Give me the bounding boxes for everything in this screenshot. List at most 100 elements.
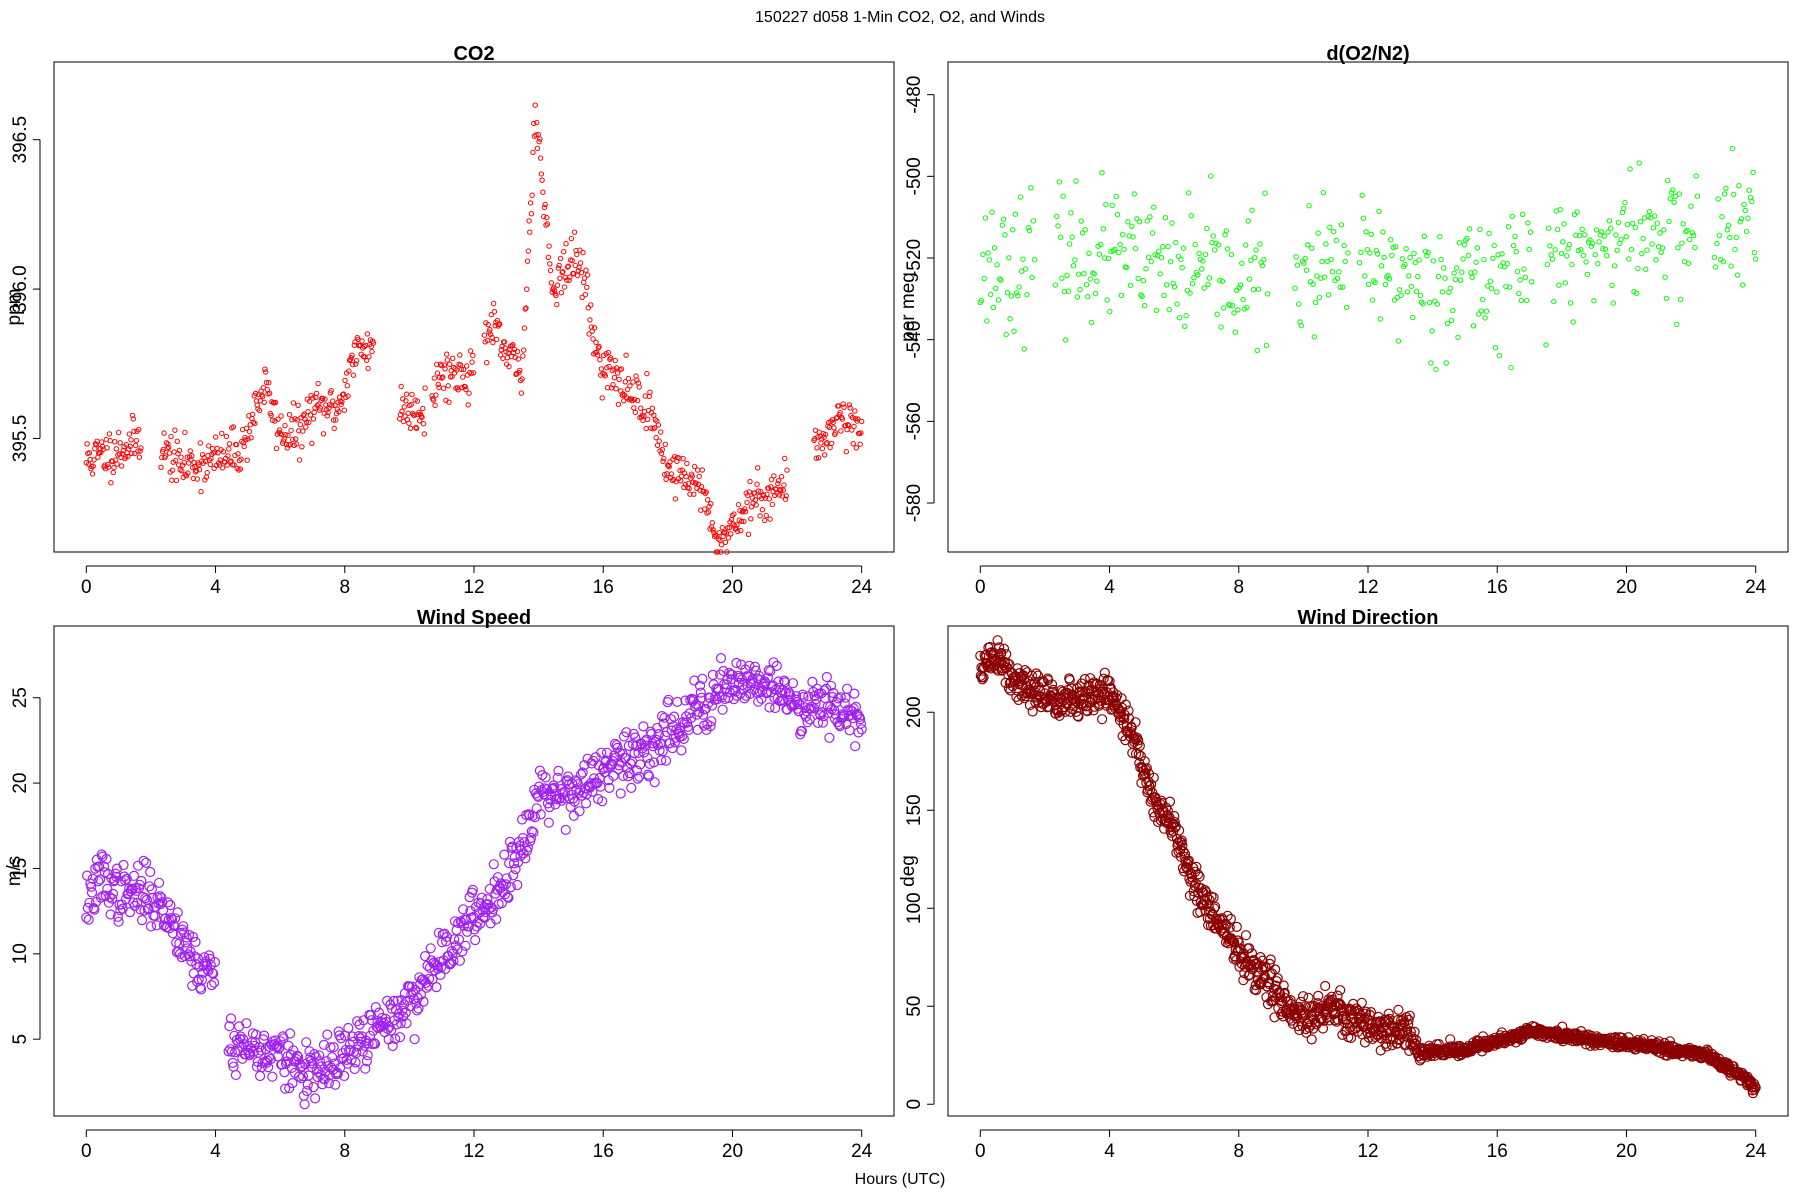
o2-point bbox=[1160, 244, 1166, 250]
o2-point bbox=[1596, 239, 1602, 245]
o2-point bbox=[1424, 253, 1430, 259]
co2-point bbox=[246, 428, 253, 435]
o2-point bbox=[1580, 252, 1587, 259]
o2-point bbox=[1611, 263, 1618, 269]
wind_direction-point bbox=[1120, 699, 1131, 710]
o2-point bbox=[1662, 274, 1668, 280]
co2-point bbox=[691, 491, 697, 497]
co2-point bbox=[663, 476, 669, 482]
o2-point bbox=[1618, 236, 1624, 243]
wind_speed-point bbox=[854, 714, 866, 725]
wind_speed-point bbox=[737, 679, 748, 690]
wind_direction-point bbox=[1150, 792, 1161, 803]
wind_speed-point bbox=[267, 1071, 278, 1082]
co2-point bbox=[288, 427, 294, 434]
co2-point bbox=[833, 415, 839, 421]
o2-point bbox=[1375, 251, 1381, 257]
wind_speed-point bbox=[515, 850, 526, 862]
o2-point bbox=[1668, 190, 1675, 196]
wind_direction-point bbox=[1393, 1004, 1404, 1015]
co2-point bbox=[420, 405, 426, 412]
o2-point bbox=[1507, 284, 1513, 290]
o2-point bbox=[1086, 250, 1092, 257]
co2-point bbox=[782, 496, 789, 502]
wind_speed-x-tick-label: 4 bbox=[210, 1141, 221, 1162]
wind_speed-point bbox=[505, 881, 516, 893]
co2-point bbox=[307, 412, 314, 418]
co2-point bbox=[365, 365, 371, 372]
wind_direction-point bbox=[1308, 1014, 1319, 1025]
co2-point bbox=[105, 461, 111, 468]
co2-point bbox=[135, 448, 141, 454]
co2-point bbox=[699, 467, 705, 473]
o2-y-tick-label: -480 bbox=[904, 76, 925, 114]
wind_speed-point bbox=[618, 770, 629, 782]
o2-point bbox=[1114, 211, 1121, 218]
o2-point bbox=[1408, 283, 1415, 290]
wind_speed-point bbox=[810, 698, 821, 710]
co2-point bbox=[120, 447, 127, 454]
co2-x-tick-label: 8 bbox=[339, 577, 350, 598]
wind_speed-point bbox=[855, 718, 867, 729]
co2-point bbox=[178, 454, 184, 460]
o2-point bbox=[1426, 299, 1433, 306]
o2-point bbox=[1692, 244, 1698, 251]
wind_speed-point bbox=[692, 724, 703, 736]
o2-point bbox=[1239, 260, 1245, 266]
wind_speed-point bbox=[154, 877, 165, 888]
wind_direction-x-tick-label: 20 bbox=[1616, 1141, 1637, 1162]
co2-point bbox=[847, 405, 853, 411]
wind_speed-point bbox=[207, 967, 218, 978]
wind_speed-point bbox=[386, 1003, 397, 1014]
co2-point bbox=[636, 384, 642, 390]
wind_speed-point bbox=[183, 949, 194, 960]
co2-point bbox=[252, 420, 258, 427]
co2-point bbox=[775, 478, 782, 484]
co2-point bbox=[539, 177, 545, 183]
o2-point bbox=[1082, 227, 1088, 233]
co2-point bbox=[273, 399, 279, 406]
o2-point bbox=[1582, 232, 1588, 238]
o2-point bbox=[1413, 288, 1420, 295]
wind_speed-point bbox=[89, 904, 100, 915]
o2-point bbox=[1072, 257, 1078, 263]
wind_speed-point bbox=[458, 920, 469, 931]
wind_speed-x-tick-label: 16 bbox=[593, 1141, 614, 1162]
co2-point bbox=[839, 416, 846, 422]
co2-point bbox=[370, 340, 377, 346]
co2-point bbox=[197, 440, 204, 446]
co2-y-tick-label: 396.5 bbox=[10, 116, 31, 164]
o2-point bbox=[1654, 220, 1661, 226]
co2-point bbox=[202, 477, 208, 483]
o2-point bbox=[1129, 223, 1135, 230]
co2-point bbox=[161, 430, 167, 436]
o2-point bbox=[1250, 286, 1257, 293]
o2-point bbox=[1479, 296, 1486, 303]
co2-point bbox=[126, 431, 133, 437]
co2-point bbox=[777, 486, 783, 493]
co2-point bbox=[196, 467, 203, 473]
o2-point bbox=[1130, 234, 1136, 240]
o2-point bbox=[1219, 278, 1226, 284]
co2-point bbox=[438, 362, 444, 369]
o2-point bbox=[980, 251, 986, 258]
wind_speed-point bbox=[86, 887, 98, 898]
co2-point bbox=[716, 530, 722, 536]
co2-point bbox=[643, 425, 649, 432]
co2-point bbox=[458, 366, 464, 373]
wind_direction-point bbox=[1133, 735, 1144, 746]
co2-plot-frame bbox=[53, 61, 895, 553]
wind_speed-point bbox=[361, 1055, 372, 1067]
wind_speed-point bbox=[597, 796, 608, 807]
wind_speed-point bbox=[689, 675, 700, 686]
co2-point bbox=[525, 248, 531, 254]
o2-point bbox=[1028, 185, 1034, 191]
co2-point bbox=[366, 354, 372, 360]
co2-point bbox=[168, 433, 174, 440]
co2-point bbox=[131, 428, 137, 434]
wind_speed-point bbox=[564, 793, 575, 805]
o2-point bbox=[1649, 241, 1655, 247]
o2-point bbox=[1296, 301, 1302, 307]
o2-point bbox=[1336, 269, 1342, 275]
o2-point bbox=[1683, 228, 1689, 235]
